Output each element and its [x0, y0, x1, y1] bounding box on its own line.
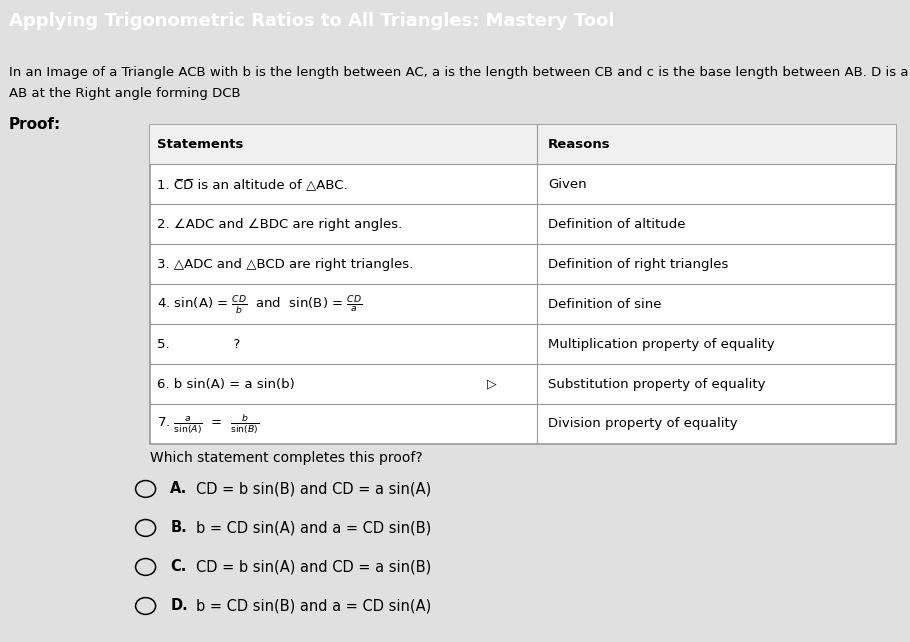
Text: 2. ∠ADC and ∠BDC are right angles.: 2. ∠ADC and ∠BDC are right angles. [157, 218, 403, 231]
Text: 3. △ADC and △BCD are right triangles.: 3. △ADC and △BCD are right triangles. [157, 258, 414, 271]
Text: Statements: Statements [157, 138, 244, 151]
Text: In an Image of a Triangle ACB with b is the length between AC, a is the length b: In an Image of a Triangle ACB with b is … [9, 65, 910, 79]
Text: 6. b sin(A) = a sin(b): 6. b sin(A) = a sin(b) [157, 377, 295, 390]
Text: CD = b sin(B) and CD = a sin(A): CD = b sin(B) and CD = a sin(A) [196, 482, 431, 496]
Text: D.: D. [170, 598, 188, 614]
Text: ▷: ▷ [487, 377, 497, 390]
Text: Definition of right triangles: Definition of right triangles [548, 258, 728, 271]
Text: A.: A. [170, 482, 187, 496]
Text: B.: B. [170, 521, 187, 535]
Text: Definition of sine: Definition of sine [548, 298, 662, 311]
Text: C.: C. [170, 559, 187, 575]
Text: b = CD sin(A) and a = CD sin(B): b = CD sin(A) and a = CD sin(B) [196, 521, 431, 535]
Text: AB at the Right angle forming DCB: AB at the Right angle forming DCB [9, 87, 241, 100]
Text: Substitution property of equality: Substitution property of equality [548, 377, 765, 390]
Text: CD = b sin(A) and CD = a sin(B): CD = b sin(A) and CD = a sin(B) [196, 559, 431, 575]
Text: Division property of equality: Division property of equality [548, 417, 737, 430]
Bar [150, 125, 896, 164]
Text: Applying Trigonometric Ratios to All Triangles: Mastery Tool: Applying Trigonometric Ratios to All Tri… [9, 12, 614, 30]
Text: 7. $\frac{a}{\sin(A)}$  =  $\frac{b}{\sin(B)}$: 7. $\frac{a}{\sin(A)}$ = $\frac{b}{\sin(… [157, 412, 259, 436]
Text: b = CD sin(B) and a = CD sin(A): b = CD sin(B) and a = CD sin(A) [196, 598, 431, 614]
Text: 4. sin(A) = $\frac{CD}{b}$  and  sin(B) = $\frac{CD}{a}$: 4. sin(A) = $\frac{CD}{b}$ and sin(B) = … [157, 293, 363, 316]
Text: Reasons: Reasons [548, 138, 611, 151]
Text: 5.               ?: 5. ? [157, 338, 240, 351]
Text: Proof:: Proof: [9, 117, 61, 132]
Text: 1. C̅D̅ is an altitude of △ABC.: 1. C̅D̅ is an altitude of △ABC. [157, 178, 348, 191]
Text: Given: Given [548, 178, 586, 191]
Text: Definition of altitude: Definition of altitude [548, 218, 685, 231]
Text: Which statement completes this proof?: Which statement completes this proof? [150, 451, 423, 465]
Text: Multiplication property of equality: Multiplication property of equality [548, 338, 774, 351]
